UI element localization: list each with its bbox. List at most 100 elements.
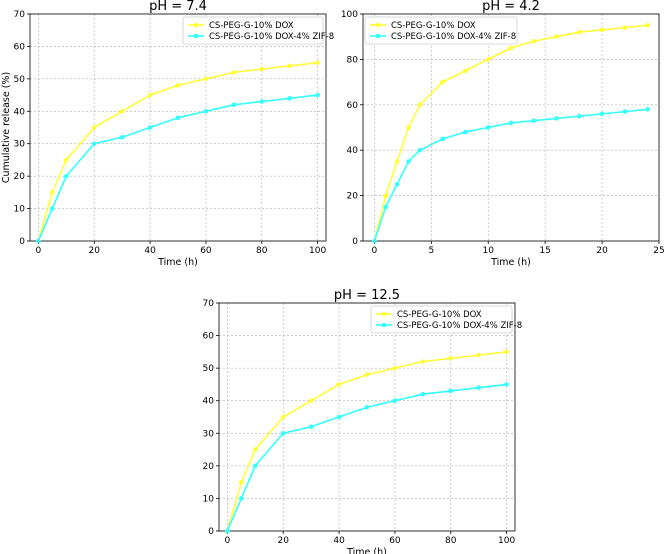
- data-point: [383, 193, 389, 198]
- data-point: [406, 159, 411, 164]
- series-line: [37, 94, 318, 242]
- data-point: [336, 382, 342, 387]
- plot-frame: [29, 13, 327, 242]
- x-tick-label: 10: [483, 246, 495, 256]
- chart-title: pH = 12.5: [334, 288, 400, 303]
- y-tick-label: 10: [203, 494, 215, 504]
- data-point: [203, 108, 209, 114]
- data-point: [50, 190, 55, 195]
- data-point: [231, 70, 237, 75]
- data-point: [554, 34, 559, 39]
- legend-box: [364, 16, 518, 45]
- data-point: [36, 238, 41, 244]
- y-tick-label: 60: [14, 42, 26, 52]
- data-point: [280, 430, 286, 436]
- data-point: [239, 496, 244, 501]
- legend-box: [370, 305, 513, 334]
- data-point: [308, 398, 314, 404]
- data-point: [476, 385, 481, 390]
- y-axis-label: Cumulative release (%): [1, 72, 12, 183]
- data-point: [420, 391, 426, 397]
- data-point: [440, 136, 445, 142]
- data-point: [599, 111, 605, 117]
- chart-title: pH = 7.4: [149, 0, 207, 14]
- data-point: [175, 115, 181, 121]
- y-tick-label: 0: [352, 237, 358, 247]
- data-point: [259, 66, 265, 72]
- x-tick-label: 15: [539, 246, 550, 256]
- x-tick-label: 5: [428, 246, 434, 256]
- series-line: [226, 383, 507, 532]
- data-point: [336, 414, 342, 420]
- data-point: [315, 60, 320, 65]
- data-point: [225, 528, 230, 534]
- data-point: [448, 388, 454, 394]
- series-2: [372, 107, 650, 244]
- legend-swatch-marker: [375, 22, 381, 28]
- data-point: [554, 116, 559, 121]
- data-point: [392, 365, 398, 371]
- data-point: [364, 404, 370, 410]
- data-point: [287, 96, 292, 101]
- data-point: [645, 23, 650, 28]
- data-point: [364, 372, 370, 377]
- data-point: [645, 107, 650, 112]
- legend-label: CS-PEG-G-10% DOX-4% ZIF-8: [209, 32, 334, 42]
- y-tick-label: 40: [347, 146, 359, 156]
- data-point: [508, 45, 514, 51]
- y-tick-label: 100: [341, 10, 358, 20]
- data-point: [383, 204, 389, 210]
- data-point: [91, 141, 97, 147]
- data-point: [417, 147, 423, 153]
- chart-panel-3: 0 20 40 60 80 100 0 10 20 30 40 50 60 70 pH = 12.5 Time…: [203, 288, 523, 554]
- data-point: [64, 173, 69, 179]
- data-point: [259, 99, 265, 104]
- x-tick-label: 80: [445, 536, 457, 546]
- data-point: [504, 349, 509, 355]
- y-tick-label: 50: [14, 75, 26, 85]
- data-point: [463, 68, 468, 74]
- y-tick-label: 10: [14, 205, 26, 215]
- x-tick-label: 25: [653, 246, 664, 256]
- legend-label: CS-PEG-G-10% DOX: [397, 310, 482, 320]
- y-tick-label: 20: [347, 192, 359, 202]
- y-tick-label: 0: [19, 237, 25, 247]
- data-point: [64, 157, 69, 163]
- data-point: [239, 479, 244, 485]
- legend-swatch-marker: [193, 33, 199, 39]
- data-point: [253, 447, 258, 452]
- data-point: [508, 120, 514, 126]
- series-line: [373, 24, 648, 242]
- x-tick-label: 0: [36, 246, 42, 256]
- data-point: [504, 382, 509, 387]
- data-point: [203, 76, 209, 82]
- data-point: [394, 159, 400, 164]
- legend-swatch-marker: [375, 33, 381, 39]
- data-point: [315, 92, 320, 98]
- series-line: [226, 351, 507, 532]
- data-point: [231, 102, 237, 108]
- data-point: [463, 129, 468, 135]
- data-point: [485, 57, 491, 62]
- data-point: [531, 118, 537, 123]
- y-tick-label: 70: [203, 299, 215, 309]
- data-point: [577, 113, 582, 119]
- x-tick-label: 40: [333, 536, 345, 546]
- legend-label: CS-PEG-G-10% DOX-4% ZIF-8: [397, 321, 522, 331]
- y-tick-label: 40: [14, 107, 26, 117]
- y-tick-label: 20: [14, 172, 26, 182]
- data-point: [577, 29, 582, 35]
- x-tick-label: 100: [498, 536, 515, 546]
- legend-swatch-marker: [193, 22, 199, 28]
- y-tick-label: 80: [347, 55, 359, 65]
- legend-swatch-marker: [381, 322, 387, 328]
- data-point: [420, 359, 426, 364]
- data-point: [392, 398, 398, 404]
- chart-panel-1: 0 20 40 60 80 100 0 10 20 30 40 50 60 70 pH = 7.4 Time …: [1, 0, 334, 268]
- chart-panel-2: 0 5 10 15 20 25 0 20 40 60 80 100 pH = 4.2 Time (h) CS…: [341, 0, 665, 268]
- y-tick-label: 50: [203, 364, 215, 374]
- chart-title: pH = 4.2: [482, 0, 540, 14]
